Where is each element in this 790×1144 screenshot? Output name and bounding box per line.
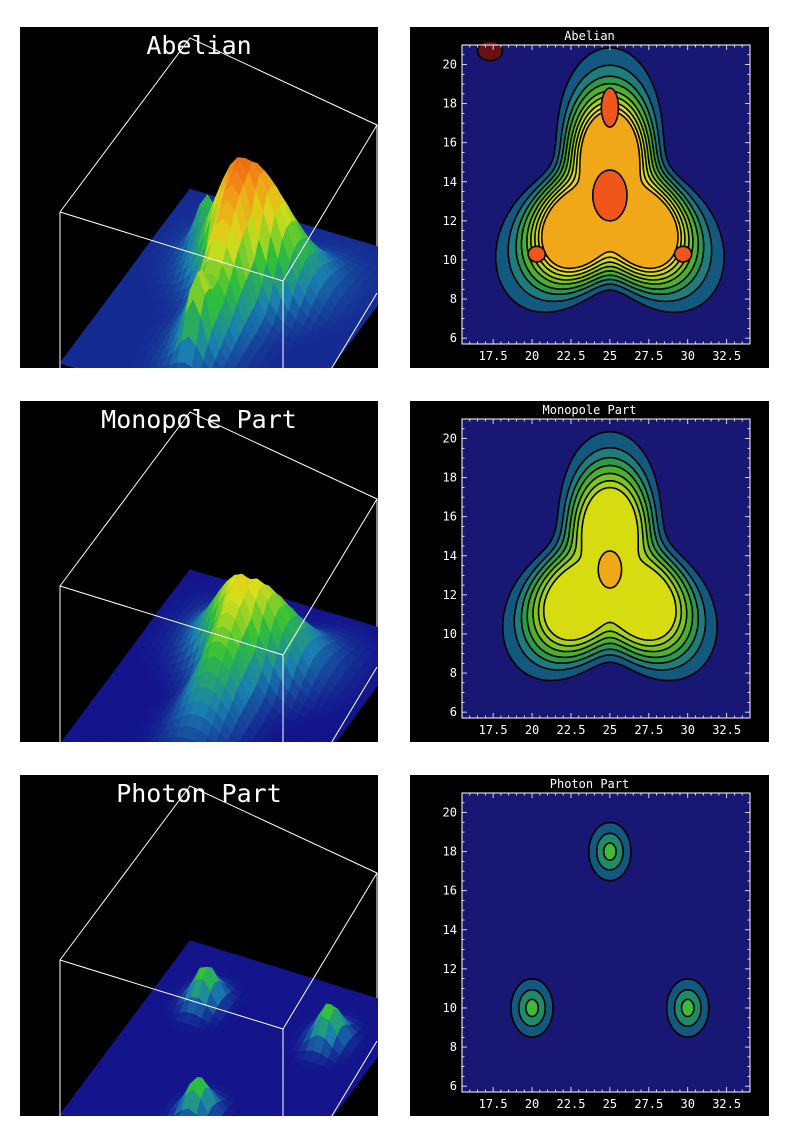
surface-plot — [59, 411, 378, 742]
contour-blob — [591, 169, 628, 222]
contour-blob — [527, 245, 547, 263]
surface-mesh — [61, 569, 378, 742]
x-tick-label: 30 — [681, 1097, 695, 1111]
x-tick-label: 20 — [525, 1097, 539, 1111]
box-frame-top-front — [59, 211, 284, 282]
x-tick-label: 17.5 — [479, 723, 508, 737]
surface-title: Monopole Part — [101, 405, 297, 434]
x-tick-label: 25 — [603, 723, 617, 737]
y-tick-label: 20 — [443, 58, 457, 72]
y-tick-label: 18 — [443, 845, 457, 859]
box-frame-bottom-right — [331, 1040, 378, 1116]
contour-peak-ring — [525, 998, 540, 1018]
y-tick-label: 10 — [443, 253, 457, 267]
x-tick-label: 32.5 — [712, 349, 741, 363]
y-tick-label: 8 — [450, 1040, 457, 1054]
y-tick-label: 12 — [443, 962, 457, 976]
y-tick-label: 12 — [443, 214, 457, 228]
x-tick-label: 25 — [603, 1097, 617, 1111]
contour-title: Photon Part — [549, 777, 630, 791]
contour-plot: 17.5 20 22.5 25 27.5 30 32.5 6 8 10 12 14 16 18 20 — [443, 418, 751, 737]
surface-mesh — [59, 940, 378, 1116]
box-frame-bottom-right — [331, 292, 378, 368]
y-tick-label: 20 — [443, 432, 457, 446]
box-frame-top-front — [59, 959, 284, 1030]
y-tick-label: 16 — [443, 510, 457, 524]
box-frame-front — [59, 872, 378, 1116]
x-tick-label: 17.5 — [479, 349, 508, 363]
y-tick-label: 8 — [450, 666, 457, 680]
y-tick-label: 12 — [443, 588, 457, 602]
surface-photon: Photon Part — [20, 775, 378, 1116]
surface-plot — [59, 37, 378, 368]
x-tick-label: 20 — [525, 349, 539, 363]
contour-photon: Photon Part 17.5 20 22.5 25 27.5 30 32.5 6 8 10 12… — [410, 775, 769, 1116]
contour-peak-ring — [680, 998, 695, 1018]
contour-title: Abelian — [564, 29, 615, 43]
x-tick-label: 30 — [681, 723, 695, 737]
x-tick-label: 27.5 — [634, 1097, 663, 1111]
x-tick-label: 17.5 — [479, 1097, 508, 1111]
y-tick-label: 14 — [443, 175, 457, 189]
plot-frame — [461, 792, 751, 1093]
surface-title: Abelian — [146, 31, 252, 60]
y-tick-label: 8 — [450, 292, 457, 306]
x-tick-label: 30 — [681, 349, 695, 363]
x-tick-label: 32.5 — [712, 1097, 741, 1111]
y-tick-label: 14 — [443, 549, 457, 563]
surface-plot — [59, 785, 378, 1116]
y-tick-label: 6 — [450, 1079, 457, 1093]
x-tick-label: 22.5 — [557, 349, 586, 363]
plot-frame — [461, 44, 751, 345]
contour-blob — [476, 40, 504, 62]
contour-monopole: Monopole Part 17.5 20 22.5 25 27.5 30 32.5 6 8 10… — [410, 401, 769, 742]
surface-mesh — [59, 157, 378, 368]
x-tick-label: 27.5 — [634, 723, 663, 737]
contour-plot: 17.5 20 22.5 25 27.5 30 32.5 6 8 10 12 14 16 18 20 — [443, 40, 751, 363]
box-frame-top-front — [59, 585, 284, 656]
x-tick-label: 25 — [603, 349, 617, 363]
box-frame-front — [59, 498, 378, 742]
x-tick-label: 27.5 — [634, 349, 663, 363]
y-tick-label: 16 — [443, 884, 457, 898]
y-tick-label: 16 — [443, 136, 457, 150]
x-tick-label: 22.5 — [557, 723, 586, 737]
x-tick-label: 22.5 — [557, 1097, 586, 1111]
contour-peak-ring — [602, 842, 617, 862]
surface-title: Photon Part — [116, 779, 282, 808]
box-frame-bottom-right — [331, 666, 378, 742]
y-tick-label: 14 — [443, 923, 457, 937]
y-tick-label: 10 — [443, 627, 457, 641]
contour-title: Monopole Part — [542, 403, 637, 417]
contour-blob — [600, 87, 620, 128]
y-tick-label: 18 — [443, 97, 457, 111]
y-tick-label: 6 — [450, 705, 457, 719]
x-tick-label: 20 — [525, 723, 539, 737]
surface-monopole: Monopole Part — [20, 401, 378, 742]
y-tick-label: 10 — [443, 1001, 457, 1015]
contour-plot: 17.5 20 22.5 25 27.5 30 32.5 6 8 10 12 14 16 18 20 — [443, 792, 751, 1111]
y-tick-label: 20 — [443, 806, 457, 820]
plot-frame — [461, 418, 751, 719]
contour-blob — [673, 245, 693, 263]
x-tick-label: 32.5 — [712, 723, 741, 737]
contour-abelian: Abelian 17.5 20 22.5 25 27.5 30 32.5 6 8 10 12 14 16… — [410, 27, 769, 368]
contour-blob — [597, 550, 623, 589]
box-frame-front — [59, 124, 378, 368]
y-tick-label: 18 — [443, 471, 457, 485]
surface-abelian: Abelian — [20, 27, 378, 368]
y-tick-label: 6 — [450, 331, 457, 345]
